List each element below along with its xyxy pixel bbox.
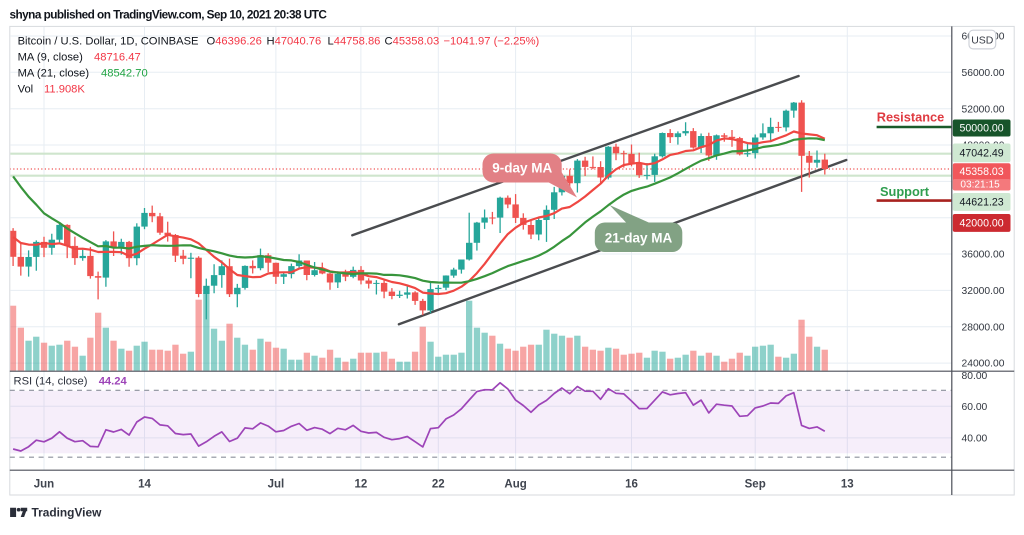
svg-text:21-day MA: 21-day MA bbox=[605, 230, 673, 245]
svg-text:45358.03: 45358.03 bbox=[960, 166, 1004, 178]
svg-text:50000.00: 50000.00 bbox=[960, 123, 1004, 135]
svg-text:shyna published on TradingView: shyna published on TradingView.com, Sep … bbox=[10, 8, 328, 22]
svg-text:Sep: Sep bbox=[745, 478, 766, 490]
svg-text:12: 12 bbox=[355, 478, 368, 490]
svg-text:Aug: Aug bbox=[504, 478, 526, 490]
svg-text:56000.00: 56000.00 bbox=[962, 68, 1005, 79]
svg-text:Resistance: Resistance bbox=[877, 110, 945, 125]
svg-text:Bitcoin / U.S. Dollar, 1D, COI: Bitcoin / U.S. Dollar, 1D, COINBASE O4639… bbox=[18, 36, 540, 48]
svg-text:Jun: Jun bbox=[34, 478, 54, 490]
svg-text:16: 16 bbox=[625, 478, 638, 490]
svg-text:36000.00: 36000.00 bbox=[962, 250, 1005, 261]
svg-text:13: 13 bbox=[841, 478, 854, 490]
svg-text:TradingView: TradingView bbox=[32, 506, 103, 520]
svg-text:USD: USD bbox=[971, 35, 994, 47]
svg-text:28000.00: 28000.00 bbox=[962, 322, 1005, 333]
svg-text:52000.00: 52000.00 bbox=[962, 104, 1005, 115]
svg-text:42000.00: 42000.00 bbox=[960, 218, 1004, 230]
svg-text:9-day MA: 9-day MA bbox=[492, 161, 552, 176]
svg-text:MA (9, close)48716.47: MA (9, close) 48716.47 bbox=[18, 52, 141, 64]
svg-text:60.00: 60.00 bbox=[962, 402, 988, 413]
svg-text:80.00: 80.00 bbox=[962, 371, 988, 382]
svg-text:03:21:15: 03:21:15 bbox=[960, 180, 1000, 191]
svg-text:MA (21, close)48542.70: MA (21, close) 48542.70 bbox=[18, 68, 148, 80]
svg-text:Support: Support bbox=[880, 184, 930, 199]
svg-text:32000.00: 32000.00 bbox=[962, 286, 1005, 297]
svg-text:47042.49: 47042.49 bbox=[960, 148, 1004, 160]
svg-text:22: 22 bbox=[432, 478, 445, 490]
svg-text:Jul: Jul bbox=[268, 478, 285, 490]
svg-text:40.00: 40.00 bbox=[962, 434, 988, 445]
svg-text:RSI (14, close)44.24: RSI (14, close) 44.24 bbox=[14, 376, 128, 388]
svg-text:44621.23: 44621.23 bbox=[960, 197, 1004, 209]
svg-text:14: 14 bbox=[138, 478, 151, 490]
svg-text:24000.00: 24000.00 bbox=[962, 359, 1005, 370]
